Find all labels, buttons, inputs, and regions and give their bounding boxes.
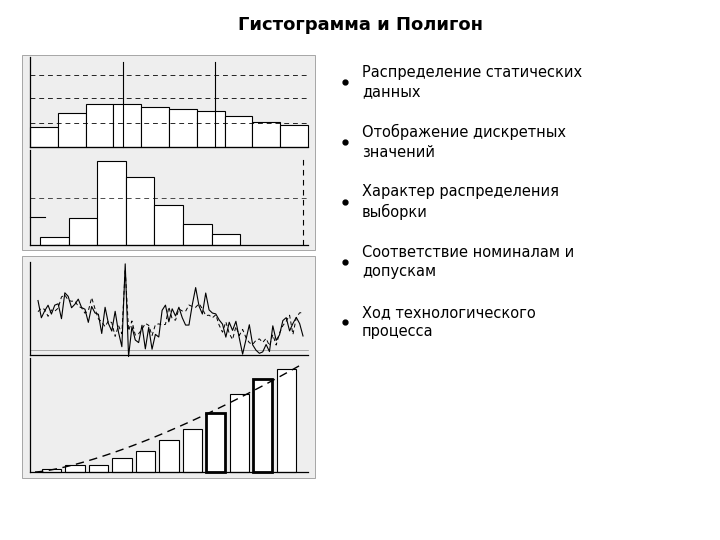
Bar xyxy=(58,113,86,147)
Bar xyxy=(97,161,126,245)
Bar xyxy=(68,218,97,245)
Bar xyxy=(206,413,225,472)
Bar xyxy=(280,125,308,147)
Bar xyxy=(114,104,141,147)
Bar xyxy=(89,465,108,472)
Bar xyxy=(66,465,85,472)
Bar xyxy=(183,224,212,245)
Bar xyxy=(22,55,315,250)
Text: Ход технологического
процесса: Ход технологического процесса xyxy=(362,305,536,339)
Bar xyxy=(169,109,197,147)
Bar xyxy=(154,205,183,245)
Bar xyxy=(225,116,253,147)
Text: Гистограмма и Полигон: Гистограмма и Полигон xyxy=(238,16,482,34)
Bar xyxy=(276,369,296,472)
Text: Характер распределения
выборки: Характер распределения выборки xyxy=(362,184,559,220)
Bar xyxy=(40,238,68,245)
Bar xyxy=(183,429,202,472)
Bar xyxy=(197,111,225,147)
Bar xyxy=(126,177,154,245)
Bar xyxy=(230,395,249,472)
Bar xyxy=(212,234,240,245)
Text: Отображение дискретных
значений: Отображение дискретных значений xyxy=(362,124,566,160)
Bar xyxy=(141,107,169,147)
Bar xyxy=(253,122,280,147)
Bar xyxy=(136,451,155,472)
Bar xyxy=(30,127,58,147)
Text: Распределение статических
данных: Распределение статических данных xyxy=(362,65,582,99)
Bar xyxy=(86,104,114,147)
Bar xyxy=(42,469,61,472)
Bar xyxy=(253,379,272,472)
Text: Соответствие номиналам и
допускам: Соответствие номиналам и допускам xyxy=(362,245,575,279)
Bar xyxy=(22,256,315,478)
Bar xyxy=(112,458,132,472)
Bar xyxy=(159,440,179,472)
